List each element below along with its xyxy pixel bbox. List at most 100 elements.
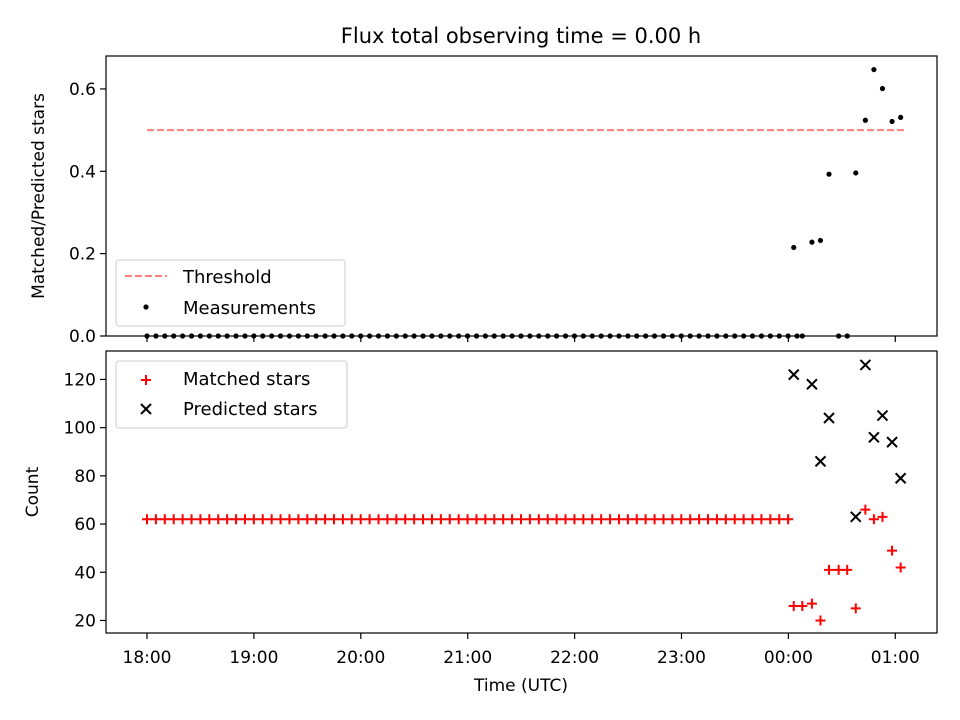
matched-stars-point	[186, 514, 197, 525]
measurement-point	[562, 333, 569, 339]
x-tick-label: 22:00	[550, 648, 599, 668]
measurement-point	[367, 333, 373, 339]
measurement-point	[384, 333, 391, 339]
matched-stars-point	[248, 514, 259, 525]
matched-stars-point	[400, 514, 411, 525]
matched-stars-point	[462, 514, 473, 525]
matched-stars-point	[774, 514, 785, 525]
predicted-stars-point	[886, 436, 898, 448]
matched-stars-point	[703, 514, 713, 525]
matched-stars-point	[239, 514, 250, 525]
y-tick-label: 0.2	[69, 245, 96, 265]
x-tick-label: 23:00	[657, 648, 706, 668]
measurement-point	[660, 333, 667, 339]
matched-stars-point	[489, 514, 500, 525]
y-tick-label: 40	[74, 563, 96, 583]
x-tick-label: 01:00	[871, 648, 920, 668]
measurement-point	[509, 333, 515, 339]
matched-stars-point	[311, 514, 322, 525]
matched-stars-point	[524, 514, 535, 525]
measurement-point	[304, 333, 310, 339]
legend-matched-label: Matched stars	[183, 369, 310, 390]
measurement-point	[705, 333, 711, 339]
matched-stars-point	[833, 564, 844, 575]
measurement-point	[527, 333, 533, 339]
measurement-point	[464, 333, 471, 339]
matched-stars-point	[676, 514, 687, 525]
measurement-point	[482, 333, 488, 339]
measurement-point	[500, 333, 506, 339]
bottom-plot-area	[142, 359, 907, 626]
measurement-point	[171, 333, 177, 339]
matched-stars-point	[729, 514, 740, 525]
measurement-point	[162, 333, 168, 339]
matched-stars-point	[355, 514, 366, 525]
matched-stars-point	[887, 545, 898, 556]
matched-stars-point	[373, 514, 384, 525]
measurement-point	[853, 170, 859, 176]
matched-stars-point	[168, 514, 179, 525]
matched-stars-point	[204, 514, 215, 525]
matched-stars-point	[516, 514, 526, 525]
y-tick-label: 100	[64, 419, 96, 439]
matched-stars-point	[895, 562, 906, 573]
matched-stars-point	[756, 514, 767, 525]
measurement-point	[889, 118, 895, 125]
measurement-point	[589, 333, 595, 339]
bottom-panel-frame	[105, 350, 938, 634]
matched-stars-point	[806, 598, 817, 609]
y-tick-label: 0.6	[69, 80, 96, 100]
measurement-point	[322, 333, 328, 339]
measurement-point	[153, 333, 159, 339]
matched-stars-point	[542, 514, 553, 525]
matched-stars-point	[747, 514, 758, 525]
measurement-point	[536, 333, 542, 339]
predicted-stars-point	[806, 378, 818, 390]
matched-stars-point	[284, 514, 295, 525]
legend-predicted-swatch	[140, 403, 152, 415]
measurement-point	[251, 333, 257, 339]
matched-stars-point	[346, 514, 357, 525]
top-y-axis: 0.0 0.2 0.4 0.6	[69, 80, 106, 347]
bottom-x-axis: 18:00 19:00 20:00 21:00 22:00 23:00 00:00 01:00	[123, 633, 920, 668]
bottom-y-axis: 20 40 60 80 100 120	[64, 370, 106, 631]
measurement-point	[473, 333, 480, 339]
matched-stars-point	[842, 564, 853, 575]
matched-stars-point	[551, 514, 562, 525]
measurement-point	[277, 333, 284, 339]
matched-stars-point	[302, 514, 313, 525]
measurement-point	[616, 333, 622, 339]
matched-stars-point	[738, 514, 749, 525]
matched-stars-point	[293, 514, 304, 525]
matched-stars-point	[569, 514, 580, 525]
top-y-axis-label: Matched/Predicted stars	[29, 93, 49, 299]
x-tick-label: 21:00	[443, 648, 492, 668]
matched-stars-point	[275, 514, 286, 525]
matched-stars-point	[649, 514, 660, 525]
measurement-point	[580, 333, 586, 339]
predicted-stars-point	[788, 368, 800, 381]
matched-stars-point	[435, 514, 446, 525]
measurement-point	[393, 333, 399, 339]
measurement-point	[687, 333, 693, 339]
matched-stars-point	[850, 603, 861, 614]
matched-stars-point	[409, 514, 420, 525]
matched-stars-point	[471, 514, 482, 525]
measurement-point	[871, 66, 877, 73]
measurement-point	[758, 333, 765, 339]
matched-stars-point	[507, 514, 518, 525]
matched-stars-point	[498, 514, 509, 525]
matched-stars-point	[613, 514, 624, 525]
measurement-point	[411, 333, 417, 339]
measurement-point	[749, 333, 756, 339]
matched-stars-point	[266, 514, 277, 525]
matched-stars-point	[533, 514, 544, 525]
measurement-point	[518, 333, 524, 339]
legend-threshold-label: Threshold	[182, 267, 272, 288]
matched-stars-point	[711, 514, 722, 525]
measurement-point	[696, 333, 702, 339]
measurement-point	[776, 333, 782, 339]
top-legend-box	[115, 259, 346, 327]
measurement-point	[180, 333, 186, 339]
